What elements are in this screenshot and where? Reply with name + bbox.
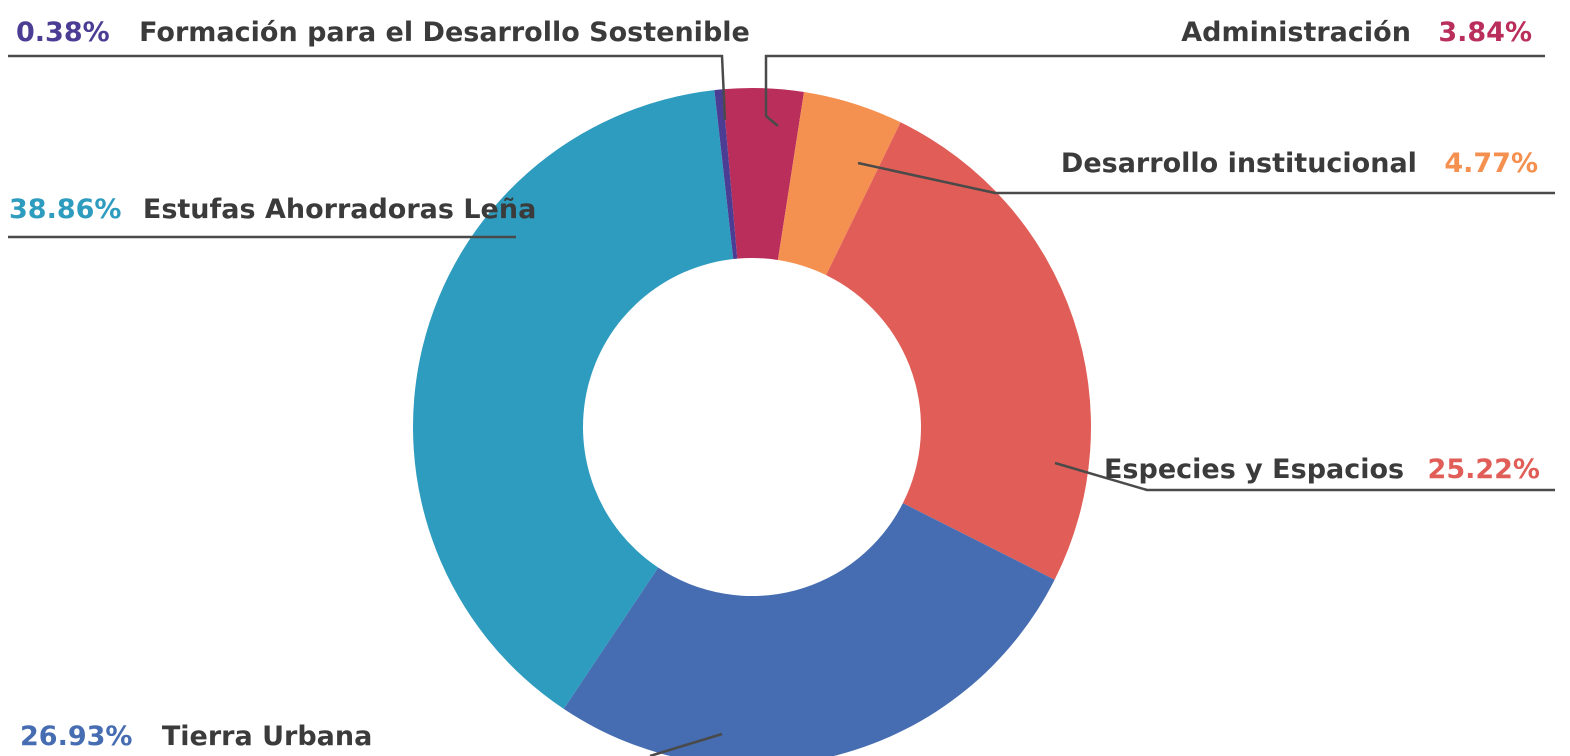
leader-line	[8, 54, 727, 121]
slice-formaci-n-para-el-desarrollo-sostenible	[714, 89, 738, 260]
slice-percent: 26.93%	[20, 721, 132, 752]
slice-especies-y-espacios	[826, 122, 1091, 580]
slice-name: Tierra Urbana	[162, 721, 372, 752]
label-formacion-desarrollo-sostenible: 0.38% Formación para el Desarrollo Soste…	[16, 17, 750, 48]
leader-lines	[8, 54, 1555, 756]
label-tierra-urbana: 26.93% Tierra Urbana	[20, 721, 372, 752]
slice-percent: 4.77%	[1444, 148, 1538, 179]
donut-slices	[413, 88, 1091, 756]
slice-name: Desarrollo institucional	[1061, 148, 1417, 179]
slice-name: Estufas Ahorradoras Leña	[143, 194, 536, 225]
leader-line	[649, 732, 723, 756]
slice-name: Especies y Espacios	[1104, 454, 1404, 485]
label-administracion: Administración 3.84%	[1181, 17, 1532, 48]
slice-percent: 0.38%	[16, 17, 110, 48]
label-especies-y-espacios: Especies y Espacios 25.22%	[1104, 454, 1540, 485]
label-estufas-ahorradoras-lena: 38.86% Estufas Ahorradoras Leña	[9, 194, 536, 225]
leader-line	[857, 161, 1555, 195]
slice-name: Administración	[1181, 17, 1411, 48]
leader-line	[764, 54, 1545, 127]
slice-percent: 38.86%	[9, 194, 121, 225]
slice-estufas-ahorradoras-le-a	[413, 90, 734, 709]
slice-administraci-n	[722, 88, 805, 261]
slice-labels: Administración 3.84% Desarrollo instituc…	[9, 17, 1540, 752]
label-desarrollo-institucional: Desarrollo institucional 4.77%	[1061, 148, 1538, 179]
slice-percent: 3.84%	[1438, 17, 1532, 48]
slice-name: Formación para el Desarrollo Sostenible	[139, 17, 750, 48]
slice-tierra-urbana	[563, 503, 1055, 756]
leader-line	[1054, 461, 1555, 492]
slice-desarrollo-institucional	[777, 92, 901, 276]
slice-percent: 25.22%	[1428, 454, 1540, 485]
